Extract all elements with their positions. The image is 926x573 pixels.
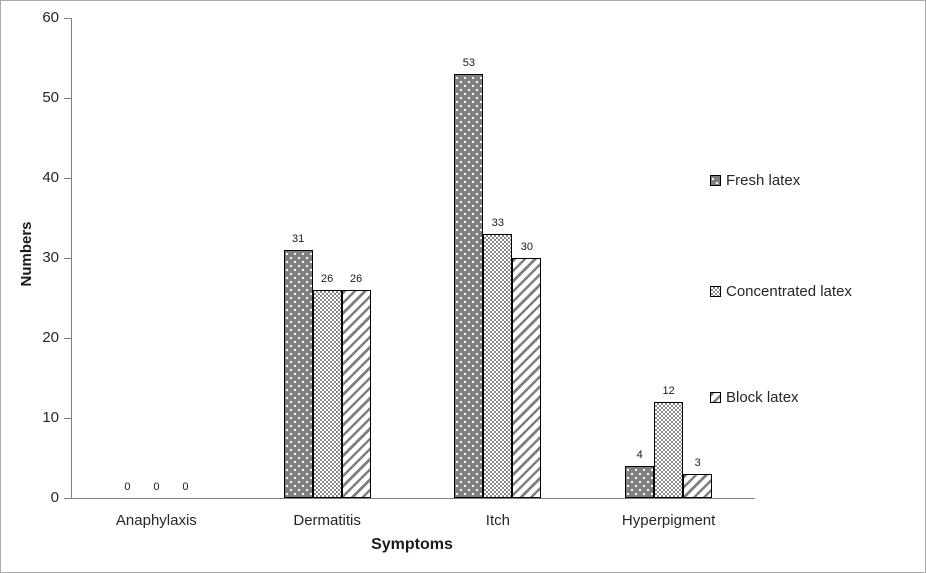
legend-label: Block latex [726, 388, 799, 406]
bar-value-label: 12 [662, 385, 675, 397]
bar-group: 0 0 0 [113, 18, 200, 498]
y-tick-label: 30 [42, 249, 59, 266]
y-tick-mark [64, 338, 72, 339]
y-tick-label: 10 [42, 409, 59, 426]
bar [312, 290, 342, 498]
x-axis-line [71, 498, 755, 499]
category-label: Anaphylaxis [115, 512, 197, 529]
bar-value-label: 0 [153, 481, 160, 493]
y-tick-mark [64, 178, 72, 179]
bar [283, 250, 313, 498]
bar-group: 31 26 26 [283, 18, 371, 498]
y-tick-mark [64, 418, 72, 419]
legend-item: Fresh latex [710, 170, 800, 190]
bar-value-label: 53 [462, 57, 475, 69]
bar-value-label: 26 [350, 273, 363, 285]
bar-value-label: 26 [321, 273, 334, 285]
bar-value-label: 30 [520, 241, 533, 253]
y-tick-mark [64, 258, 72, 259]
bar-value-label: 4 [636, 449, 643, 461]
bar [654, 402, 684, 498]
y-tick-mark [64, 498, 72, 499]
y-tick-mark [64, 98, 72, 99]
bar [625, 466, 655, 498]
bar-group: 4 12 3 [625, 18, 713, 498]
bar [454, 74, 484, 498]
legend-item: Concentrated latex [710, 281, 852, 301]
category-label: Itch [485, 512, 510, 529]
x-axis-title: Symptoms [371, 536, 453, 553]
bar [341, 290, 371, 498]
y-tick-label: 50 [42, 89, 59, 106]
bar-value-label: 3 [694, 457, 701, 469]
category-label: Hyperpigment [621, 512, 716, 529]
bar-value-label: 0 [182, 481, 189, 493]
legend-label: Fresh latex [726, 171, 801, 189]
bar-value-label: 33 [491, 217, 504, 229]
bar [683, 474, 713, 498]
y-tick-mark [64, 18, 72, 19]
bar-value-label: 0 [124, 481, 131, 493]
legend-label: Concentrated latex [726, 282, 852, 300]
y-tick-label: 0 [50, 489, 59, 506]
category-label: Dermatitis [293, 512, 361, 529]
y-tick-label: 60 [42, 9, 59, 26]
bar [512, 258, 542, 498]
y-tick-label: 40 [42, 169, 59, 186]
bar-group: 53 33 30 [454, 18, 542, 498]
legend-item: Block latex [710, 387, 799, 407]
bar [483, 234, 513, 498]
y-tick-label: 20 [42, 329, 59, 346]
bar-value-label: 31 [292, 233, 305, 245]
